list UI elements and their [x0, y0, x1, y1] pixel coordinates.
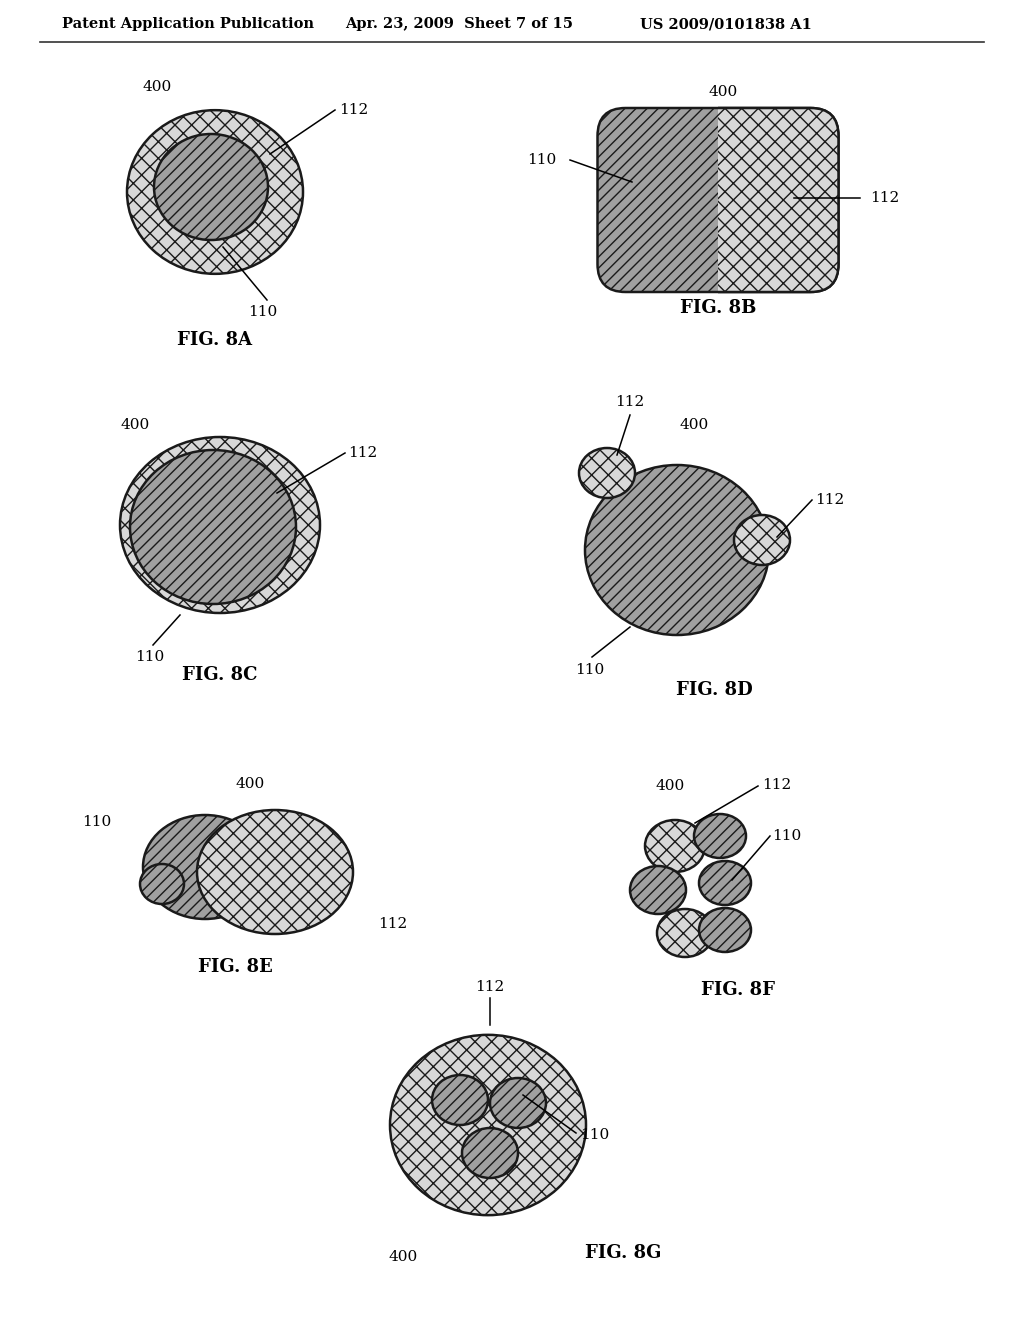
FancyBboxPatch shape: [597, 108, 839, 292]
Text: 110: 110: [526, 153, 556, 168]
Ellipse shape: [734, 515, 790, 565]
Text: FIG. 8F: FIG. 8F: [701, 981, 775, 999]
Ellipse shape: [130, 450, 296, 605]
Text: FIG. 8D: FIG. 8D: [676, 681, 753, 700]
Text: 400: 400: [655, 779, 685, 793]
Text: 400: 400: [388, 1250, 418, 1265]
Text: 112: 112: [475, 979, 505, 994]
Ellipse shape: [699, 908, 751, 952]
Text: 112: 112: [815, 492, 844, 507]
Ellipse shape: [197, 810, 353, 935]
Ellipse shape: [579, 447, 635, 498]
Text: 110: 110: [575, 663, 604, 677]
Text: FIG. 8G: FIG. 8G: [585, 1243, 662, 1262]
Text: 110: 110: [135, 649, 165, 664]
Text: 112: 112: [870, 191, 899, 205]
FancyBboxPatch shape: [597, 108, 839, 292]
Text: FIG. 8A: FIG. 8A: [177, 331, 253, 348]
Text: Patent Application Publication: Patent Application Publication: [62, 17, 314, 30]
Text: FIG. 8C: FIG. 8C: [182, 667, 258, 684]
Text: FIG. 8B: FIG. 8B: [680, 300, 756, 317]
Ellipse shape: [694, 814, 746, 858]
Text: 400: 400: [236, 777, 264, 791]
Text: 400: 400: [709, 84, 737, 99]
Text: 112: 112: [348, 446, 377, 459]
Ellipse shape: [490, 1078, 546, 1129]
Ellipse shape: [154, 135, 268, 240]
Text: 110: 110: [82, 814, 112, 829]
Ellipse shape: [127, 110, 303, 273]
Text: 400: 400: [679, 418, 709, 432]
Text: 400: 400: [142, 81, 172, 94]
Ellipse shape: [120, 437, 319, 612]
Ellipse shape: [462, 1129, 518, 1177]
Ellipse shape: [390, 1035, 586, 1216]
Ellipse shape: [657, 909, 713, 957]
Ellipse shape: [585, 465, 769, 635]
Text: US 2009/0101838 A1: US 2009/0101838 A1: [640, 17, 812, 30]
Text: 112: 112: [615, 395, 645, 409]
Text: 112: 112: [762, 777, 792, 792]
Text: 112: 112: [378, 917, 408, 931]
Ellipse shape: [140, 865, 184, 904]
Ellipse shape: [699, 861, 751, 906]
Text: Apr. 23, 2009  Sheet 7 of 15: Apr. 23, 2009 Sheet 7 of 15: [345, 17, 573, 30]
Ellipse shape: [645, 820, 705, 873]
Ellipse shape: [432, 1074, 488, 1125]
Ellipse shape: [143, 814, 267, 919]
Text: 110: 110: [772, 829, 801, 843]
Text: 110: 110: [249, 305, 278, 319]
Text: 110: 110: [580, 1129, 609, 1142]
Text: FIG. 8E: FIG. 8E: [198, 958, 272, 975]
Text: 112: 112: [339, 103, 369, 117]
Text: 400: 400: [121, 418, 150, 432]
Ellipse shape: [630, 866, 686, 913]
